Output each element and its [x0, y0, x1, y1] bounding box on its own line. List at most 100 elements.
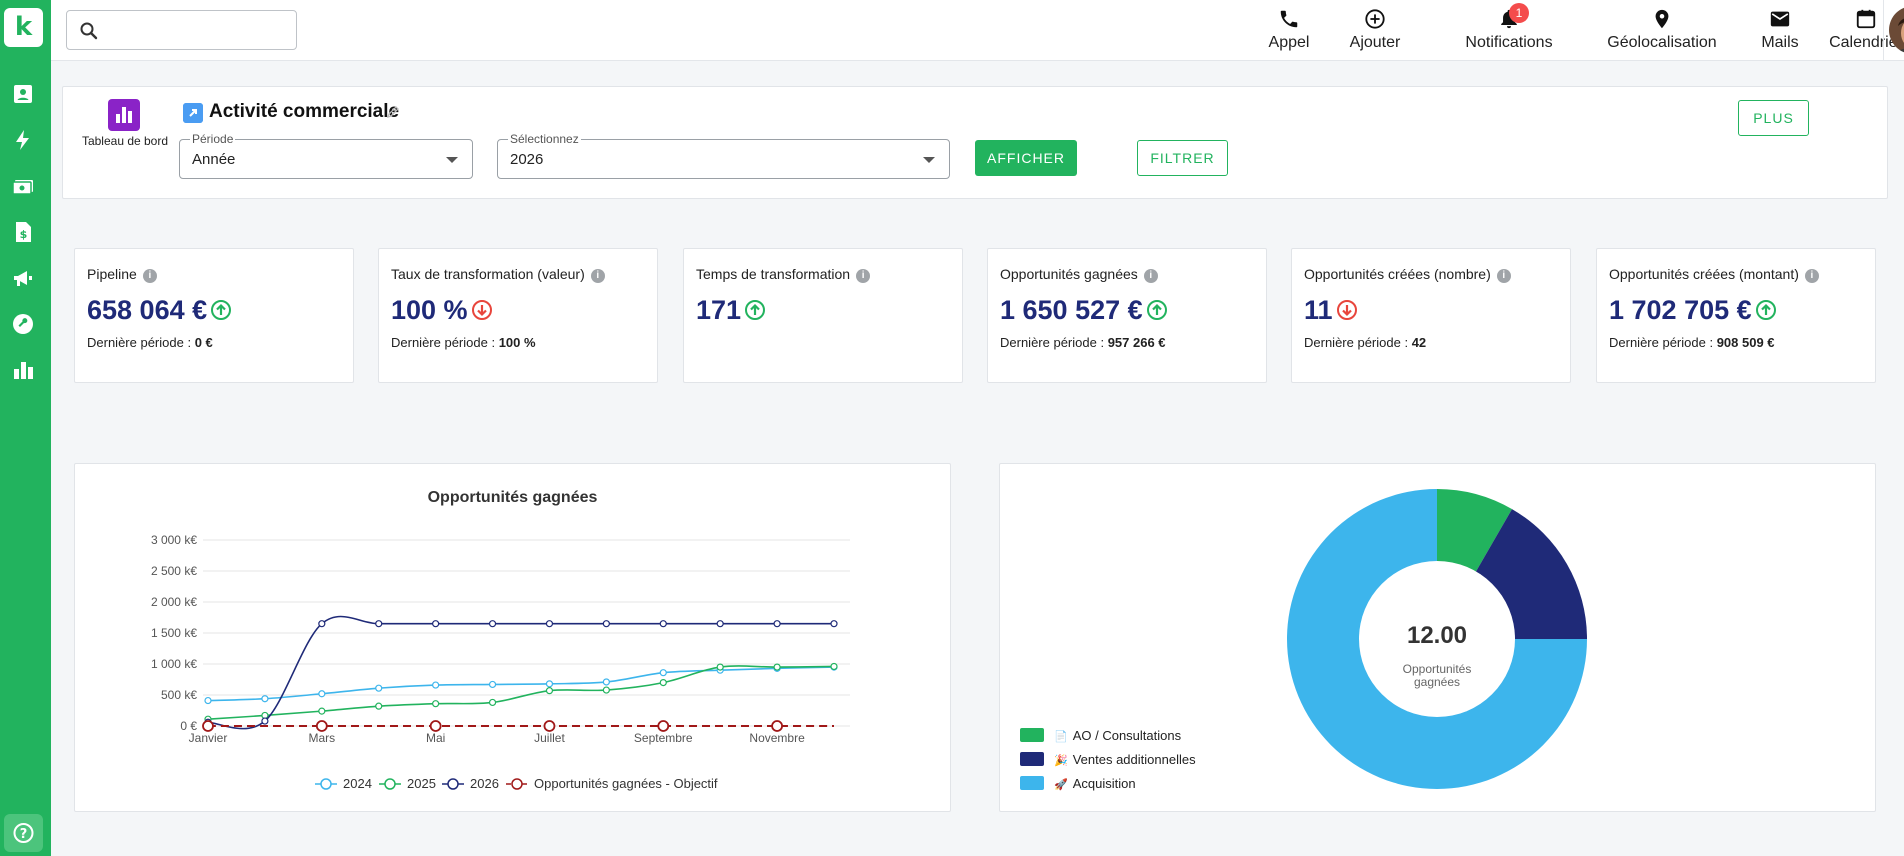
- data-point[interactable]: [545, 680, 554, 688]
- afficher-button[interactable]: AFFICHER: [975, 140, 1077, 176]
- data-point[interactable]: [488, 620, 497, 628]
- app-logo[interactable]: k: [4, 8, 43, 47]
- data-point[interactable]: [830, 620, 838, 628]
- period-label: Période: [190, 132, 236, 146]
- data-point[interactable]: [659, 679, 667, 687]
- external-link-icon[interactable]: [183, 103, 203, 123]
- data-point[interactable]: [545, 620, 554, 628]
- pie-legend-item[interactable]: 📄 AO / Consultations: [1020, 728, 1196, 752]
- dashboard-button[interactable]: [108, 99, 140, 131]
- year-select[interactable]: Sélectionnez 2026: [497, 132, 950, 179]
- data-point[interactable]: [659, 669, 667, 677]
- legend-marker: [320, 778, 332, 790]
- svg-text:?: ?: [20, 827, 28, 842]
- data-point[interactable]: [716, 620, 724, 628]
- y-tick-label: 0 €: [180, 719, 197, 733]
- data-point[interactable]: [432, 700, 440, 708]
- nav-appel[interactable]: Appel: [1251, 8, 1327, 56]
- invoice-icon[interactable]: $: [11, 220, 35, 244]
- pencil-icon[interactable]: [386, 105, 400, 119]
- info-icon[interactable]: i: [590, 269, 605, 283]
- data-point[interactable]: [204, 696, 212, 705]
- nav-label: Géolocalisation: [1607, 34, 1717, 51]
- data-point[interactable]: [771, 720, 783, 732]
- data-point[interactable]: [375, 702, 383, 710]
- data-point[interactable]: [261, 717, 269, 725]
- nav-mails[interactable]: Mails: [1749, 8, 1811, 56]
- data-point[interactable]: [543, 720, 556, 732]
- data-point[interactable]: [659, 620, 667, 628]
- x-tick-label: Mars: [308, 731, 335, 745]
- chevron-down-icon: [446, 157, 458, 163]
- data-point[interactable]: [318, 690, 326, 698]
- money-icon[interactable]: [11, 174, 35, 198]
- info-icon[interactable]: i: [1496, 269, 1511, 283]
- data-point[interactable]: [773, 620, 781, 628]
- data-point[interactable]: [432, 620, 440, 628]
- lightning-icon[interactable]: [11, 128, 35, 152]
- donut-hole: [1359, 561, 1515, 717]
- data-point[interactable]: [716, 663, 724, 671]
- period-select[interactable]: Période Année: [179, 132, 473, 179]
- info-icon[interactable]: i: [142, 269, 157, 283]
- data-point[interactable]: [202, 720, 214, 732]
- nav-calendrier[interactable]: Calendrier: [1818, 8, 1904, 56]
- data-point[interactable]: [318, 707, 326, 715]
- kpi-card-opportunites-creees-montant: Opportunités créées (montant) i 1 702 705…: [1596, 248, 1876, 383]
- megaphone-icon[interactable]: [11, 266, 35, 290]
- dashboard-header-panel: Tableau de bord Activité commerciale Pér…: [62, 86, 1888, 199]
- contacts-icon[interactable]: [11, 82, 35, 106]
- data-point[interactable]: [488, 698, 497, 707]
- data-point[interactable]: [261, 695, 269, 703]
- add-circle-icon: [1365, 9, 1385, 29]
- legend-marker: [511, 778, 523, 790]
- help-button[interactable]: ?: [4, 814, 43, 852]
- bar-chart-icon[interactable]: [11, 358, 35, 382]
- kpi-card-temps-transformation: Temps de transformation i 171: [683, 248, 963, 383]
- mail-icon: [1770, 11, 1790, 27]
- data-point[interactable]: [318, 620, 326, 628]
- data-point[interactable]: [375, 620, 383, 628]
- legend-label[interactable]: Opportunités gagnées - Objectif: [534, 776, 718, 791]
- data-point[interactable]: [315, 720, 328, 732]
- x-tick-label: Septembre: [634, 731, 693, 745]
- search-input[interactable]: [67, 11, 296, 49]
- donut-chart-card: 12.00 Opportunités gagnées 📄 AO / Consultat…: [999, 463, 1876, 812]
- legend-emoji-icon: 🎉: [1054, 755, 1068, 767]
- data-point[interactable]: [488, 680, 497, 689]
- nav-label: Calendrier: [1829, 34, 1903, 51]
- wrench-icon[interactable]: [11, 312, 35, 336]
- info-icon[interactable]: i: [1804, 269, 1819, 283]
- legend-label[interactable]: 2025: [407, 776, 436, 791]
- data-point[interactable]: [602, 678, 610, 686]
- data-point[interactable]: [602, 686, 610, 694]
- legend-label[interactable]: 2026: [470, 776, 499, 791]
- data-point[interactable]: [830, 662, 838, 671]
- kpi-label: Temps de transformation i: [696, 266, 871, 283]
- data-point[interactable]: [657, 720, 670, 732]
- kpi-label: Taux de transformation (valeur) i: [391, 266, 605, 283]
- pie-legend: 📄 AO / Consultations 🎉 Ventes additionnelle…: [1020, 728, 1196, 800]
- filtrer-button[interactable]: FILTRER: [1137, 140, 1228, 176]
- kpi-card-taux-transformation: Taux de transformation (valeur) i 100 % D…: [378, 248, 658, 383]
- data-point[interactable]: [602, 620, 610, 628]
- plus-button[interactable]: PLUS: [1738, 100, 1809, 136]
- legend-label[interactable]: 2024: [343, 776, 372, 791]
- nav-geolocalisation[interactable]: Géolocalisation: [1588, 8, 1736, 56]
- data-point[interactable]: [375, 684, 383, 692]
- nav-notifications[interactable]: 1 Notifications: [1444, 3, 1574, 56]
- search-box[interactable]: [66, 10, 297, 50]
- data-point[interactable]: [432, 681, 440, 689]
- pie-legend-item[interactable]: 🚀 Acquisition: [1020, 776, 1196, 800]
- info-icon[interactable]: i: [1143, 269, 1158, 283]
- pie-legend-item[interactable]: 🎉 Ventes additionnelles: [1020, 752, 1196, 776]
- x-tick-label: Novembre: [749, 731, 805, 745]
- info-icon[interactable]: i: [856, 269, 871, 283]
- data-point[interactable]: [773, 663, 781, 671]
- data-point[interactable]: [545, 687, 554, 695]
- y-tick-label: 500 k€: [161, 688, 197, 702]
- data-point[interactable]: [429, 720, 442, 732]
- nav-ajouter[interactable]: Ajouter: [1327, 8, 1423, 56]
- kpi-value: 171: [696, 295, 766, 326]
- user-avatar[interactable]: [1889, 6, 1904, 54]
